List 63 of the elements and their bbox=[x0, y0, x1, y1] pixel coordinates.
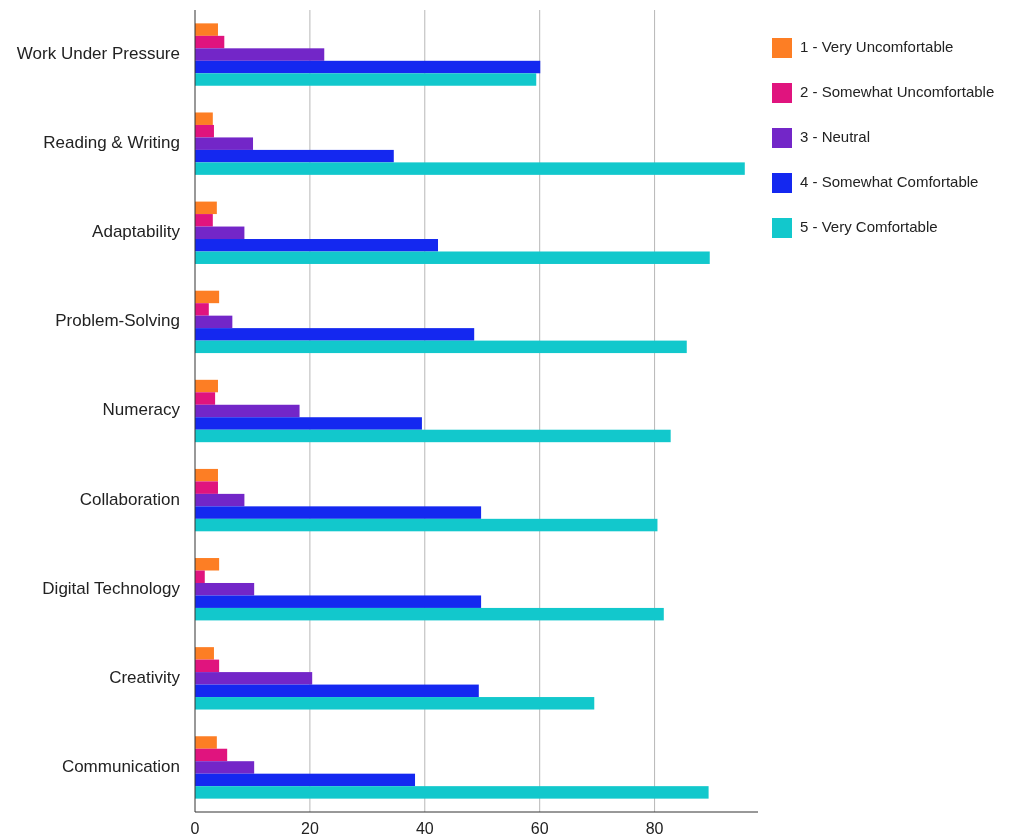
bar bbox=[195, 761, 255, 774]
bar bbox=[195, 607, 664, 621]
legend-label: 2 - Somewhat Uncomfortable bbox=[800, 82, 995, 100]
bar bbox=[195, 518, 658, 532]
bar bbox=[195, 124, 214, 138]
bar bbox=[195, 23, 218, 36]
y-tick-label: Adaptability bbox=[92, 222, 181, 242]
y-tick-label: Work Under Pressure bbox=[16, 44, 180, 64]
bar bbox=[195, 226, 245, 240]
bar bbox=[195, 48, 325, 61]
bar bbox=[195, 659, 220, 673]
bar bbox=[195, 506, 482, 519]
bar bbox=[195, 582, 255, 596]
bar bbox=[195, 493, 245, 507]
bar bbox=[195, 201, 217, 215]
bar bbox=[195, 303, 209, 316]
x-tick-label: 40 bbox=[415, 820, 434, 837]
bar bbox=[195, 672, 313, 685]
bar bbox=[195, 112, 213, 125]
x-tick-label: 0 bbox=[190, 820, 200, 837]
bar bbox=[195, 251, 710, 264]
bar bbox=[195, 647, 214, 660]
bar bbox=[195, 60, 541, 74]
bar bbox=[195, 392, 216, 405]
bar bbox=[195, 773, 416, 787]
bar bbox=[195, 137, 254, 150]
bar bbox=[195, 786, 709, 799]
legend-label: 5 - Very Comfortable bbox=[800, 217, 938, 235]
bar bbox=[195, 595, 482, 608]
x-tick-label: 60 bbox=[530, 820, 549, 837]
bar bbox=[195, 149, 394, 163]
y-tick-label: Problem-Solving bbox=[55, 311, 180, 331]
legend-label: 4 - Somewhat Comfortable bbox=[800, 172, 979, 190]
y-tick-label: Reading & Writing bbox=[43, 133, 180, 153]
x-tick-label: 20 bbox=[301, 820, 319, 837]
bar bbox=[195, 290, 220, 304]
bar bbox=[195, 404, 300, 418]
bar bbox=[195, 748, 228, 762]
bar bbox=[195, 35, 225, 49]
legend-label: 1 - Very Uncomfortable bbox=[800, 37, 954, 55]
bar bbox=[195, 468, 218, 482]
y-tick-label: Communication bbox=[61, 756, 180, 776]
bar bbox=[195, 429, 671, 443]
bar bbox=[195, 684, 479, 698]
bar bbox=[195, 340, 687, 354]
y-tick-label: Digital Technology bbox=[42, 578, 181, 598]
y-tick-label: Collaboration bbox=[79, 489, 180, 509]
y-tick-label: Numeracy bbox=[102, 400, 181, 420]
bar bbox=[195, 239, 439, 252]
bar bbox=[195, 328, 475, 341]
bar bbox=[195, 558, 220, 571]
y-tick-label: Creativity bbox=[109, 667, 181, 687]
bar bbox=[195, 214, 213, 227]
bar bbox=[195, 417, 422, 430]
bar bbox=[195, 315, 233, 329]
x-tick-label: 80 bbox=[645, 820, 664, 837]
bar bbox=[195, 736, 217, 749]
bar bbox=[195, 162, 745, 175]
bar bbox=[195, 697, 595, 710]
bar bbox=[195, 73, 537, 86]
bar bbox=[195, 379, 218, 393]
legend-label: 3 - Neutral bbox=[800, 127, 871, 145]
bar bbox=[195, 481, 218, 494]
